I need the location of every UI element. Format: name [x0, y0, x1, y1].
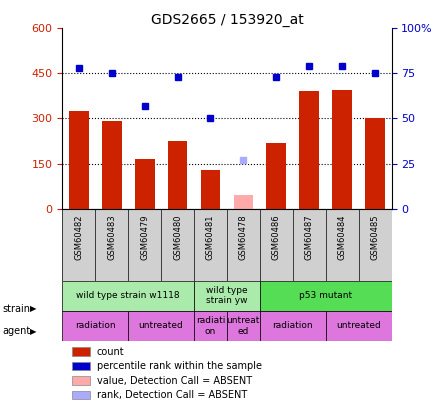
- Bar: [62, 281, 194, 311]
- Bar: [227, 311, 260, 341]
- Text: strain: strain: [2, 304, 30, 313]
- Text: ▶: ▶: [30, 304, 37, 313]
- Bar: [72, 391, 90, 399]
- Bar: [168, 141, 187, 209]
- Text: GSM60481: GSM60481: [206, 214, 215, 260]
- Title: GDS2665 / 153920_at: GDS2665 / 153920_at: [150, 13, 303, 27]
- Text: GSM60479: GSM60479: [140, 214, 149, 260]
- Text: rank, Detection Call = ABSENT: rank, Detection Call = ABSENT: [97, 390, 247, 400]
- Bar: [326, 311, 392, 341]
- Text: GSM60484: GSM60484: [338, 214, 347, 260]
- Text: GSM60486: GSM60486: [272, 214, 281, 260]
- Text: agent: agent: [2, 326, 30, 336]
- Bar: [194, 281, 260, 311]
- Bar: [69, 111, 89, 209]
- Text: radiati
on: radiati on: [196, 316, 225, 335]
- Bar: [365, 119, 385, 209]
- Text: GSM60482: GSM60482: [74, 214, 83, 260]
- Text: GSM60485: GSM60485: [371, 214, 380, 260]
- Bar: [267, 143, 286, 209]
- Bar: [102, 122, 121, 209]
- Text: percentile rank within the sample: percentile rank within the sample: [97, 361, 262, 371]
- Text: GSM60483: GSM60483: [107, 214, 116, 260]
- Text: radiation: radiation: [75, 321, 116, 330]
- Bar: [299, 92, 319, 209]
- Text: ▶: ▶: [30, 327, 37, 336]
- Text: untreat
ed: untreat ed: [227, 316, 260, 335]
- Bar: [260, 311, 326, 341]
- Bar: [332, 90, 352, 209]
- Bar: [135, 159, 154, 209]
- Bar: [128, 311, 194, 341]
- Bar: [201, 170, 220, 209]
- Bar: [260, 281, 392, 311]
- Text: GSM60487: GSM60487: [305, 214, 314, 260]
- Bar: [62, 311, 128, 341]
- Text: untreated: untreated: [336, 321, 381, 330]
- Text: p53 mutant: p53 mutant: [299, 291, 352, 300]
- Text: wild type
strain yw: wild type strain yw: [206, 286, 248, 305]
- Text: GSM60478: GSM60478: [239, 214, 248, 260]
- Bar: [72, 362, 90, 370]
- Text: count: count: [97, 347, 125, 357]
- Text: value, Detection Call = ABSENT: value, Detection Call = ABSENT: [97, 375, 252, 386]
- Text: radiation: radiation: [272, 321, 313, 330]
- Bar: [194, 311, 227, 341]
- Bar: [72, 347, 90, 356]
- Bar: [72, 376, 90, 385]
- Text: GSM60480: GSM60480: [173, 214, 182, 260]
- Text: untreated: untreated: [139, 321, 183, 330]
- Text: wild type strain w1118: wild type strain w1118: [77, 291, 180, 300]
- Bar: [234, 195, 253, 209]
